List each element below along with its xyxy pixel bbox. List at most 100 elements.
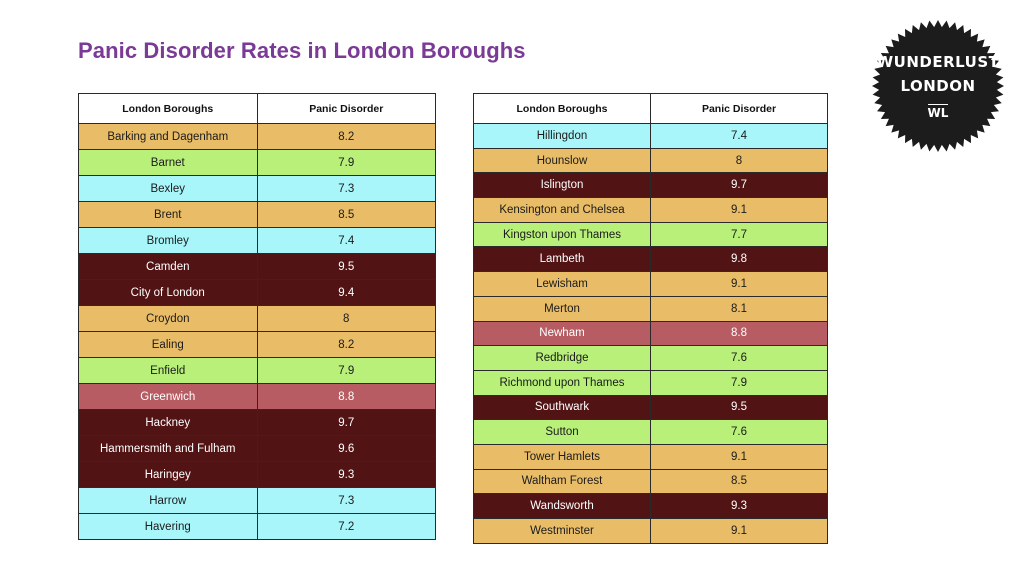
borough-name-cell: Southwark: [473, 394, 651, 421]
panic-disorder-value-cell: 9.5: [650, 394, 828, 421]
panic-disorder-value-cell: 8.2: [256, 123, 436, 150]
table-row: Kingston upon Thames 7.7: [473, 221, 828, 248]
seal-badge-icon: [872, 20, 1004, 152]
panic-disorder-value-cell: 9.5: [256, 253, 436, 280]
table-header-row: London Boroughs Panic Disorder: [78, 93, 436, 124]
borough-name-cell: Waltham Forest: [473, 468, 651, 495]
table-row: Kensington and Chelsea 9.1: [473, 197, 828, 223]
borough-name-cell: Brent: [78, 201, 258, 228]
logo-line-1: WUNDERLUST: [876, 53, 1000, 71]
panic-disorder-value-cell: 8: [256, 305, 436, 332]
table-row: Waltham Forest 8.5: [473, 468, 828, 495]
column-header-boroughs: London Boroughs: [473, 93, 651, 124]
table-row: Croydon 8: [78, 305, 436, 332]
table-row: Tower Hamlets 9.1: [473, 443, 828, 470]
borough-name-cell: Islington: [473, 172, 651, 199]
table-row: Richmond upon Thames 7.9: [473, 369, 828, 396]
table-row: Harrow 7.3: [78, 487, 436, 514]
table-body-right: Hillingdon 7.4 Hounslow 8 Islington 9.7 Kensin…: [473, 123, 828, 544]
borough-name-cell: Hounslow: [473, 147, 651, 174]
panic-disorder-value-cell: 8.5: [256, 201, 436, 228]
column-header-boroughs: London Boroughs: [78, 93, 258, 124]
borough-name-cell: Barking and Dagenham: [78, 123, 258, 150]
table-row: Bexley 7.3: [78, 175, 436, 202]
panic-disorder-value-cell: 8.5: [650, 468, 828, 495]
panic-disorder-value-cell: 9.4: [256, 279, 436, 306]
panic-disorder-value-cell: 9.7: [650, 172, 828, 199]
borough-name-cell: Sutton: [473, 419, 651, 445]
panic-disorder-value-cell: 7.9: [256, 357, 436, 384]
borough-name-cell: Tower Hamlets: [473, 443, 651, 470]
table-row: Southwark 9.5: [473, 394, 828, 421]
table-row: Enfield 7.9: [78, 357, 436, 384]
table-row: Brent 8.5: [78, 201, 436, 228]
panic-disorder-value-cell: 9.1: [650, 443, 828, 470]
table-row: Islington 9.7: [473, 172, 828, 199]
borough-name-cell: Enfield: [78, 357, 258, 384]
panic-disorder-value-cell: 7.4: [650, 123, 828, 149]
table-row: Lewisham 9.1: [473, 271, 828, 297]
wunderlust-london-logo: WUNDERLUST LONDON WL: [870, 18, 1006, 154]
borough-name-cell: City of London: [78, 279, 258, 306]
table-row: Redbridge 7.6: [473, 345, 828, 371]
borough-name-cell: Kensington and Chelsea: [473, 197, 651, 223]
borough-name-cell: Hammersmith and Fulham: [78, 435, 258, 462]
table-row: Lambeth 9.8: [473, 246, 828, 273]
panic-disorder-value-cell: 8.8: [650, 320, 828, 347]
panic-disorder-value-cell: 9.1: [650, 197, 828, 223]
borough-name-cell: Bromley: [78, 227, 258, 254]
boroughs-table-right: London Boroughs Panic Disorder Hillingdo…: [473, 93, 828, 544]
logo-line-3: WL: [927, 104, 949, 120]
table-row: Sutton 7.6: [473, 419, 828, 445]
seal-shape: [872, 20, 1004, 152]
borough-name-cell: Bexley: [78, 175, 258, 202]
page-title: Panic Disorder Rates in London Boroughs: [78, 38, 526, 63]
table-body-left: Barking and Dagenham 8.2 Barnet 7.9 Bexley 7.…: [78, 123, 436, 540]
table-row: Ealing 8.2: [78, 331, 436, 358]
panic-disorder-value-cell: 7.4: [256, 227, 436, 254]
panic-disorder-value-cell: 9.3: [256, 461, 436, 488]
borough-name-cell: Westminster: [473, 518, 651, 544]
panic-disorder-value-cell: 7.6: [650, 419, 828, 445]
borough-name-cell: Havering: [78, 513, 258, 540]
table-row: Havering 7.2: [78, 513, 436, 540]
table-row: Camden 9.5: [78, 253, 436, 280]
logo-line-2: LONDON: [900, 77, 976, 95]
borough-name-cell: Hackney: [78, 409, 258, 436]
table-row: Barking and Dagenham 8.2: [78, 123, 436, 150]
panic-disorder-value-cell: 9.7: [256, 409, 436, 436]
borough-name-cell: Camden: [78, 253, 258, 280]
borough-name-cell: Lambeth: [473, 246, 651, 273]
panic-disorder-value-cell: 7.6: [650, 345, 828, 371]
borough-name-cell: Ealing: [78, 331, 258, 358]
panic-disorder-value-cell: 8.8: [256, 383, 436, 410]
borough-name-cell: Haringey: [78, 461, 258, 488]
panic-disorder-value-cell: 7.2: [256, 513, 436, 540]
panic-disorder-value-cell: 7.3: [256, 487, 436, 514]
borough-name-cell: Barnet: [78, 149, 258, 176]
panic-disorder-value-cell: 8.2: [256, 331, 436, 358]
table-header-row: London Boroughs Panic Disorder: [473, 93, 828, 124]
panic-disorder-value-cell: 8.1: [650, 295, 828, 322]
table-row: Bromley 7.4: [78, 227, 436, 254]
table-row: Hounslow 8: [473, 147, 828, 174]
borough-name-cell: Richmond upon Thames: [473, 369, 651, 396]
table-row: Merton 8.1: [473, 295, 828, 322]
borough-name-cell: Hillingdon: [473, 123, 651, 149]
table-row: Newham 8.8: [473, 320, 828, 347]
table-row: Hackney 9.7: [78, 409, 436, 436]
table-row: Greenwich 8.8: [78, 383, 436, 410]
borough-name-cell: Newham: [473, 320, 651, 347]
borough-name-cell: Wandsworth: [473, 493, 651, 519]
table-row: Wandsworth 9.3: [473, 493, 828, 519]
table-row: Hillingdon 7.4: [473, 123, 828, 149]
panic-disorder-value-cell: 9.8: [650, 246, 828, 273]
panic-disorder-value-cell: 9.1: [650, 518, 828, 544]
boroughs-table-left: London Boroughs Panic Disorder Barking a…: [78, 93, 436, 540]
panic-disorder-value-cell: 9.1: [650, 271, 828, 297]
borough-name-cell: Greenwich: [78, 383, 258, 410]
table-row: Westminster 9.1: [473, 518, 828, 544]
panic-disorder-value-cell: 7.7: [650, 221, 828, 248]
panic-disorder-value-cell: 9.6: [256, 435, 436, 462]
table-row: City of London 9.4: [78, 279, 436, 306]
